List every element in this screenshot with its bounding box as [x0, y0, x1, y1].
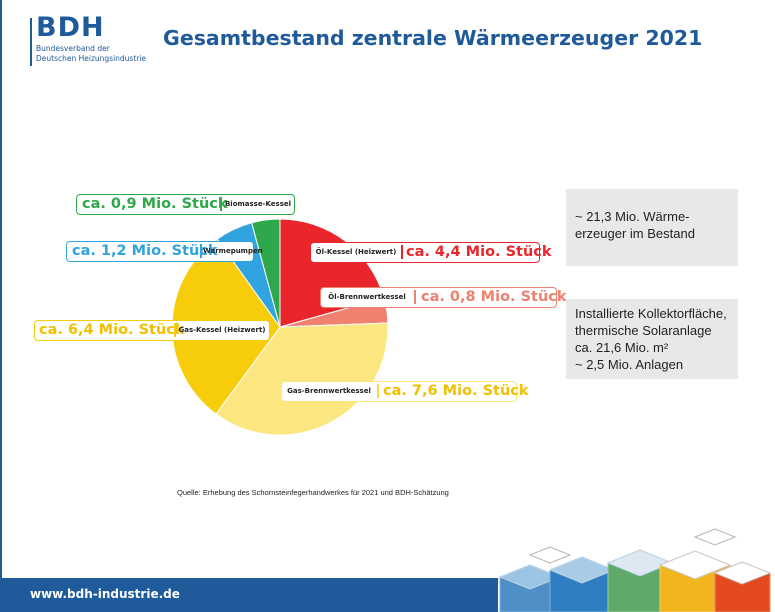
callout-separator [401, 245, 403, 259]
callout-separator [377, 384, 379, 398]
callout-separator [174, 323, 176, 337]
data-label-oel-brennwert: ca. 0,8 Mio. Stück [421, 289, 567, 305]
category-label-oel-kessel: Öl-Kessel (Heizwert) [315, 248, 397, 256]
category-label-gas-kessel: Gas-Kessel (Heizwert) [178, 326, 266, 334]
info-line: ca. 21,6 Mio. m² [575, 340, 669, 355]
callout-oel-brennwert: Öl-Brennwertkessel ca. 0,8 Mio. Stück [320, 287, 567, 308]
data-label-waermepumpen: ca. 1,2 Mio. Stück [72, 243, 218, 259]
category-label-waermepumpen: Wärmepumpen [203, 247, 263, 255]
logo-mark: BDH [36, 12, 105, 43]
data-label-gas-kessel: ca. 6,4 Mio. Stück [39, 322, 185, 338]
pie-slice-2 [215, 322, 389, 436]
callout-separator [220, 197, 222, 211]
category-label-gas-brennwert: Gas-Brennwertkessel [287, 387, 371, 395]
info-line: ~ 2,5 Mio. Anlagen [575, 357, 684, 372]
logo-subtitle-line1: Bundesverband der [36, 44, 110, 53]
footer-bar: www.bdh-industrie.de [0, 578, 498, 612]
callout-oel-kessel: Öl-Kessel (Heizwert) ca. 4,4 Mio. Stück [310, 242, 552, 263]
pie-slice-5 [251, 218, 281, 328]
logo-subtitle: Bundesverband der Deutschen Heizungsindu… [36, 44, 176, 64]
category-label-biomasse: Biomasse-Kessel [224, 200, 292, 208]
page-title: Gesamtbestand zentrale Wärmeerzeuger 202… [163, 26, 703, 50]
data-label-gas-brennwert: ca. 7,6 Mio. Stück [383, 383, 529, 399]
info-line: ~ 21,3 Mio. Wärme- [575, 209, 690, 224]
category-label-oel-brennwert: Öl-Brennwertkessel [328, 293, 406, 301]
callout-biomasse: ca. 0,9 Mio. Stück Biomasse-Kessel [76, 194, 295, 215]
callout-separator [200, 244, 202, 258]
data-label-oel-kessel: ca. 4,4 Mio. Stück [406, 244, 552, 260]
info-line: Installierte Kollektorfläche, [575, 306, 727, 321]
left-accent-rule [0, 0, 2, 578]
info-box-solar: Installierte Kollektorfläche, thermische… [566, 299, 738, 379]
callout-waermepumpen: ca. 1,2 Mio. Stück Wärmepumpen [66, 241, 263, 262]
footer-url-link[interactable]: www.bdh-industrie.de [30, 587, 180, 601]
decorative-cubes-graphic [498, 528, 772, 612]
logo-bar [30, 18, 32, 66]
callout-gas-kessel: ca. 6,4 Mio. Stück Gas-Kessel (Heizwert) [34, 320, 270, 341]
info-line: thermische Solaranlage [575, 323, 712, 338]
callout-gas-brennwert: Gas-Brennwertkessel ca. 7,6 Mio. Stück [281, 381, 529, 402]
info-line: erzeuger im Bestand [575, 226, 695, 241]
source-note: Quelle: Erhebung des Schornsteinfegerhan… [177, 488, 449, 497]
data-label-biomasse: ca. 0,9 Mio. Stück [82, 196, 228, 212]
info-box-bestand: ~ 21,3 Mio. Wärme- erzeuger im Bestand [566, 189, 738, 266]
logo-subtitle-line2: Deutschen Heizungsindustrie [36, 54, 147, 63]
callout-separator [414, 290, 416, 304]
